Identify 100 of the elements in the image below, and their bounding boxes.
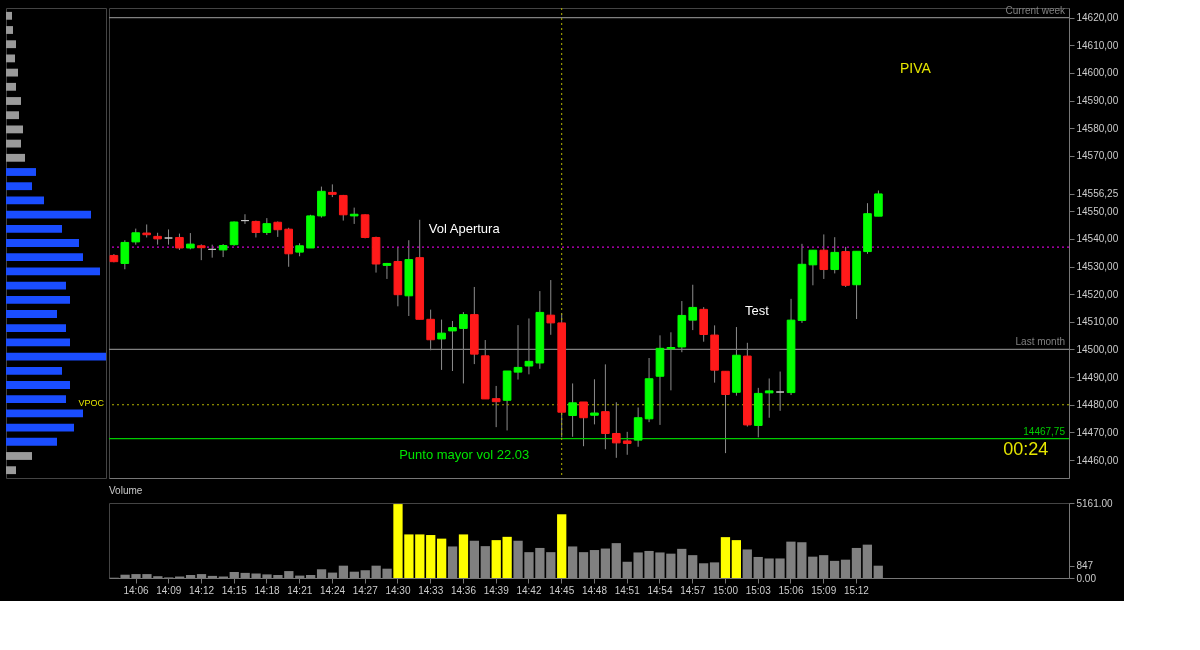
x-tick-label: 14:18 — [254, 584, 280, 596]
bar — [6, 125, 23, 134]
bar — [6, 452, 32, 460]
candlestick — [874, 189, 883, 217]
y-tick-label: 14510,00 — [1076, 316, 1119, 328]
bar — [6, 366, 62, 375]
y-tick-label: 14480,00 — [1076, 399, 1119, 411]
candlestick — [721, 370, 730, 454]
bar — [720, 537, 731, 578]
x-tick-label: 14:42 — [516, 584, 542, 596]
annotation: VPOC — [78, 397, 105, 408]
bar — [731, 540, 741, 578]
x-tick-label: 15:09 — [811, 584, 837, 596]
candlestick — [611, 401, 621, 459]
y-tick-label: 14570,00 — [1076, 150, 1119, 162]
bar — [426, 535, 436, 578]
candlestick — [579, 401, 588, 447]
bar — [6, 82, 16, 91]
bar — [6, 338, 70, 347]
annotation: PIVA — [899, 60, 932, 77]
candlestick — [360, 213, 370, 239]
candlestick — [590, 378, 599, 425]
bar — [6, 11, 12, 20]
y-tick-label: 14610,00 — [1076, 39, 1119, 51]
candlestick — [601, 363, 610, 450]
candlestick — [830, 236, 840, 274]
y-tick-label: 5161.00 — [1076, 497, 1114, 509]
bar — [6, 196, 44, 205]
y-tick-label: 14556,25 — [1076, 188, 1119, 200]
bar — [557, 514, 567, 578]
x-tick-label: 14:15 — [221, 584, 248, 596]
bar — [6, 253, 83, 262]
x-tick-label: 14:39 — [483, 584, 510, 596]
y-tick-label: 847 — [1076, 560, 1094, 572]
bar — [6, 40, 16, 49]
x-tick-label: 14:57 — [680, 584, 706, 596]
candlestick — [622, 431, 632, 456]
bar — [6, 381, 70, 389]
y-tick-label: 14590,00 — [1076, 95, 1119, 107]
bar — [6, 437, 57, 446]
bar — [6, 139, 21, 148]
annotation: 00:24 — [1003, 438, 1049, 459]
bar — [6, 26, 13, 34]
candlestick — [764, 377, 774, 419]
y-tick-label: 14530,00 — [1076, 261, 1119, 272]
candlestick — [688, 284, 698, 331]
candlestick — [382, 262, 392, 280]
bar — [6, 409, 83, 418]
y-tick-label: 14490,00 — [1076, 371, 1119, 383]
candlestick — [808, 249, 818, 286]
candlestick — [819, 233, 829, 280]
bar — [6, 54, 15, 63]
bar — [6, 68, 18, 77]
bar — [6, 324, 66, 333]
bar — [6, 153, 25, 162]
bar — [6, 239, 79, 247]
x-tick-label: 15:00 — [712, 584, 739, 596]
bar — [6, 224, 62, 233]
x-tick-label: 14:24 — [319, 584, 346, 596]
y-tick-label: 14460,00 — [1076, 454, 1119, 466]
candlestick — [218, 243, 228, 258]
bar — [6, 352, 106, 361]
y-tick-label: 14600,00 — [1076, 67, 1119, 79]
y-tick-label: 14580,00 — [1076, 122, 1119, 134]
x-tick-label: 14:48 — [581, 584, 608, 596]
x-tick-label: 14:21 — [287, 584, 313, 596]
bar — [6, 267, 100, 276]
x-tick-label: 14:54 — [647, 584, 673, 596]
ref-line-label: 14467,75 — [1023, 425, 1066, 437]
bar — [6, 295, 70, 304]
annotation: Vol Apertura — [428, 220, 501, 236]
ref-line-label: Last month — [1015, 336, 1065, 348]
x-tick-label: 14:12 — [188, 584, 215, 596]
bar — [6, 310, 57, 318]
candlestick — [568, 382, 577, 438]
y-tick-label: 14520,00 — [1076, 288, 1119, 300]
candlestick — [164, 228, 173, 246]
candlestick — [633, 407, 643, 448]
x-tick-label: 14:33 — [418, 584, 444, 596]
x-tick-label: 15:03 — [745, 584, 772, 596]
bar — [6, 423, 74, 432]
x-tick-label: 14:45 — [549, 584, 575, 596]
x-tick-label: 14:27 — [352, 584, 379, 596]
bar — [437, 538, 447, 578]
chart-title: Volume — [109, 485, 143, 496]
bar — [458, 534, 469, 578]
bar — [6, 281, 66, 290]
annotation: Test — [745, 303, 770, 319]
y-tick-label: 14470,00 — [1076, 426, 1119, 438]
x-tick-label: 14:36 — [450, 584, 477, 596]
annotation: Punto mayor vol 22.03 — [399, 446, 530, 462]
candlestick — [491, 385, 501, 428]
bar — [6, 182, 32, 191]
bar — [6, 168, 36, 176]
x-tick-label: 15:06 — [778, 584, 804, 596]
y-tick-label: 14550,00 — [1076, 205, 1119, 217]
candlestick — [775, 371, 785, 412]
y-tick-label: 0.00 — [1076, 572, 1097, 584]
x-tick-label: 14:30 — [385, 584, 411, 596]
y-tick-label: 14540,00 — [1076, 233, 1119, 245]
